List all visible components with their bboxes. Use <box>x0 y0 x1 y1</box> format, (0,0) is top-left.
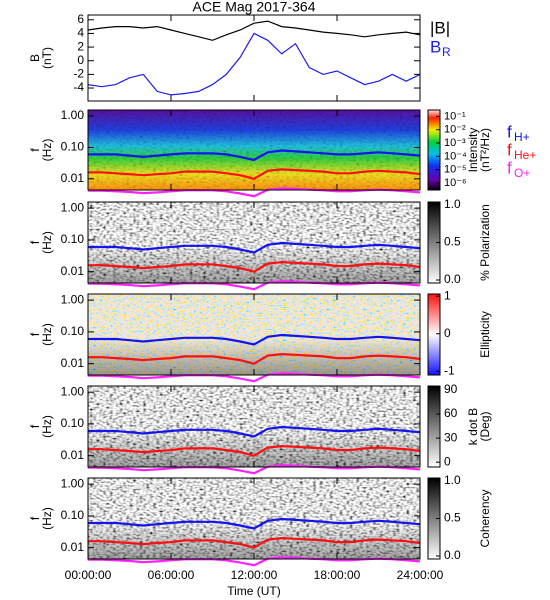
y-tick-label: 1.00 <box>61 200 85 214</box>
x-tick-label: 06:00:00 <box>148 568 195 582</box>
colorbar-tick-label: 1.0 <box>444 473 461 487</box>
y-axis-label: f <box>28 240 42 244</box>
y-tick-label: 0.01 <box>61 448 85 462</box>
y-tick-label: 1.00 <box>61 292 85 306</box>
y-axis-label: f <box>28 516 42 520</box>
y-tick-label: -4 <box>73 80 84 94</box>
y-tick-label: 0.01 <box>61 540 85 554</box>
x-tick-label: 00:00:00 <box>65 568 112 582</box>
y-axis-label: (nT) <box>40 47 54 69</box>
y-tick-label: -2 <box>73 67 84 81</box>
series-line <box>88 241 421 254</box>
series-line <box>88 536 421 549</box>
series-line <box>88 444 421 457</box>
legend-label: f <box>507 158 512 177</box>
legend-subscript: O+ <box>514 166 530 180</box>
y-tick-label: 2 <box>77 39 84 53</box>
series-line <box>88 425 421 438</box>
colorbar <box>427 109 441 191</box>
series-line <box>88 168 421 180</box>
colorbar-tick-label: 0.0 <box>444 548 461 562</box>
colorbar-tick-label: 0.5 <box>444 235 461 249</box>
colorbar-label: Ellipticity <box>478 311 492 358</box>
y-tick-label: 4 <box>77 26 84 40</box>
y-tick-label: 0.10 <box>61 232 85 246</box>
y-tick-label: 1.00 <box>61 476 85 490</box>
y-tick-label: 1.00 <box>61 108 85 122</box>
colorbar-tick-label: 0 <box>444 454 451 468</box>
colorbar-tick-label: 0.5 <box>444 511 461 525</box>
spectrogram-shade <box>88 294 420 375</box>
colorbar-tick-label: 10⁻¹ <box>444 110 466 122</box>
colorbar-tick-label: -1 <box>444 363 455 377</box>
y-axis-label: (Hz) <box>40 139 54 162</box>
y-tick-label: 0.01 <box>61 171 85 185</box>
colorbar-label: (Deg) <box>478 411 492 441</box>
y-axis-label: f <box>28 424 42 428</box>
y-tick-label: 0.10 <box>61 416 85 430</box>
y-tick-label: 0.01 <box>61 264 85 278</box>
legend-label: |B| <box>430 18 450 37</box>
colorbar-tick-label: 1.0 <box>444 197 461 211</box>
y-axis-label: (Hz) <box>40 415 54 438</box>
y-tick-label: 0.01 <box>61 356 85 370</box>
x-tick-label: 24:00:00 <box>397 568 444 582</box>
series-line <box>87 32 421 96</box>
y-axis-label: B <box>28 54 42 62</box>
legend-label: f <box>507 122 512 141</box>
series-line <box>88 352 421 365</box>
legend-subscript: H+ <box>514 130 530 144</box>
y-tick-label: 0.10 <box>61 324 85 338</box>
colorbar-label: Coherency <box>478 489 492 547</box>
colorbar-label: % Polarization <box>478 204 492 281</box>
spectrogram-shade <box>88 478 420 559</box>
y-axis-label: f <box>28 332 42 336</box>
colorbar-tick-label: 30 <box>444 430 458 444</box>
y-axis-label: f <box>28 148 42 152</box>
y-axis-label: (Hz) <box>40 507 54 530</box>
y-axis-label: (Hz) <box>40 231 54 254</box>
colorbar-label: Intensity <box>466 128 480 173</box>
spectrogram-shade <box>88 202 420 283</box>
colorbar-tick-label: 10⁻⁴ <box>444 150 467 162</box>
colorbar <box>427 293 441 376</box>
colorbar <box>427 385 441 468</box>
series-line <box>87 20 421 41</box>
series-line <box>88 260 421 273</box>
colorbar-tick-label: 60 <box>444 406 458 420</box>
chart-title: ACE Mag 2017-364 <box>193 0 316 15</box>
colorbar-tick-label: 10⁻² <box>444 124 466 136</box>
series-line <box>88 333 421 346</box>
x-tick-label: 18:00:00 <box>314 568 361 582</box>
legend-label: f <box>507 140 512 159</box>
series-line <box>88 149 421 162</box>
colorbar-tick-label: 10⁻⁶ <box>444 177 467 189</box>
spectrogram-texture <box>88 110 420 190</box>
x-axis-label: Time (UT) <box>227 584 281 598</box>
colorbar-tick-label: 10⁻⁵ <box>444 164 467 176</box>
y-axis-label: (Hz) <box>40 323 54 346</box>
colorbar-tick-label: 90 <box>444 382 458 396</box>
y-tick-label: 0.10 <box>61 140 85 154</box>
colorbar-tick-label: 1 <box>444 288 451 302</box>
colorbar-label: k dot B <box>466 408 480 445</box>
legend-subscript: R <box>442 45 451 59</box>
y-tick-label: 0 <box>77 53 84 67</box>
y-tick-label: 6 <box>77 12 84 26</box>
legend-subscript: He+ <box>514 148 536 162</box>
colorbar-label: (nT²/Hz) <box>478 128 492 172</box>
series-line <box>88 517 421 530</box>
legend-label: B <box>430 37 441 56</box>
colorbar-tick-label: 0.0 <box>444 272 461 286</box>
colorbar-tick-label: 0 <box>444 326 451 340</box>
y-tick-label: 0.10 <box>61 508 85 522</box>
spectrogram-shade <box>88 386 420 467</box>
y-tick-label: 1.00 <box>61 384 85 398</box>
colorbar-tick-label: 10⁻³ <box>444 137 466 149</box>
x-tick-label: 12:00:00 <box>231 568 278 582</box>
